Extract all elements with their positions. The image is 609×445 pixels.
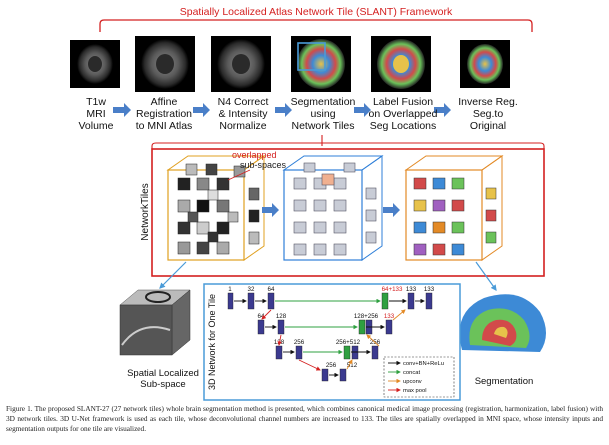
framework-bracket <box>99 19 533 32</box>
network-tiles-label: NetworkTiles <box>140 183 151 240</box>
tiles-connector <box>151 135 545 149</box>
tiles-arrow-2 <box>383 203 400 217</box>
step-6-line-2: Seg.to <box>473 108 504 120</box>
svg-text:512: 512 <box>347 362 358 369</box>
overlap-pointer <box>227 169 251 181</box>
svg-text:32: 32 <box>248 286 255 293</box>
segmentation-brain-image <box>459 294 546 352</box>
step-1-line-2: MRI <box>86 108 105 120</box>
subspace-label-2: Sub-space <box>140 379 185 390</box>
legend-maxpool: max pool <box>403 388 427 394</box>
step-4-line-2: using <box>310 108 335 120</box>
pipeline-labels: T1w MRI Volume Affine Registration to MN… <box>78 96 517 132</box>
intensity-tiles-cube <box>166 155 266 261</box>
legend-concat: concat <box>403 370 420 376</box>
arrow-1 <box>113 103 131 117</box>
tiles-arrow-1 <box>262 203 279 217</box>
step-2-line-3: to MNI Atlas <box>136 120 193 132</box>
step-6-line-1: Inverse Reg. <box>458 96 518 108</box>
step-4-line-3: Network Tiles <box>291 120 354 132</box>
svg-text:128: 128 <box>276 313 287 320</box>
figure-caption: Figure 1. The proposed SLANT-27 (27 netw… <box>6 404 603 433</box>
svg-text:64: 64 <box>258 313 265 320</box>
subspace-image <box>119 289 191 356</box>
step-1-line-1: T1w <box>86 96 106 108</box>
step-5-line-2: on Overlapped <box>369 108 438 120</box>
svg-text:256+512: 256+512 <box>336 339 361 346</box>
output-tiles-cube <box>404 155 504 261</box>
overlap-label-1: overlapped <box>232 150 277 160</box>
network-tiles-frame <box>151 148 545 277</box>
step-3-line-2: & Intensity <box>218 108 268 120</box>
svg-text:128+256: 128+256 <box>354 313 379 320</box>
arrow-2 <box>193 103 210 117</box>
svg-text:133: 133 <box>424 286 435 293</box>
unet-arrows <box>234 298 425 378</box>
pipeline-images <box>70 36 510 92</box>
legend-conv: conv+BN+ReLu <box>403 361 444 367</box>
step-1-line-3: Volume <box>78 120 113 132</box>
svg-text:64: 64 <box>268 286 275 293</box>
subspace-label-1: Spatial Localized <box>127 368 199 379</box>
svg-text:1: 1 <box>228 286 232 293</box>
network-box <box>203 283 461 401</box>
step-4-line-1: Segmentation <box>291 96 356 108</box>
channel-labels: 1 32 64 64+133 133 133 64 128 128+256 13… <box>228 286 434 369</box>
svg-text:133: 133 <box>406 286 417 293</box>
svg-text:64+133: 64+133 <box>382 286 403 293</box>
segmentation-label: Segmentation <box>475 376 534 387</box>
svg-text:256: 256 <box>294 339 305 346</box>
overlap-label-2: sub-spaces <box>240 160 287 170</box>
svg-text:256: 256 <box>326 362 337 369</box>
legend-upconv: upconv <box>403 379 422 385</box>
step-3-line-3: Normalize <box>219 120 266 132</box>
unet-legend: conv+BN+ReLu concat upconv max pool <box>383 356 455 398</box>
pipeline-arrows <box>113 103 451 117</box>
unet-concat-blocks <box>343 292 389 360</box>
arrow-4 <box>354 103 371 117</box>
step-5-line-1: Label Fusion <box>373 96 433 108</box>
arrow-5 <box>434 103 451 117</box>
step-5-line-3: Seg Locations <box>370 120 437 132</box>
framework-title: Spatially Localized Atlas Network Tile (… <box>180 6 453 18</box>
svg-text:133: 133 <box>384 313 395 320</box>
step-6-line-3: Original <box>470 120 506 132</box>
arrow-3 <box>275 103 292 117</box>
network-tiles-cube <box>282 155 384 261</box>
step-2-line-1: Affine <box>151 96 178 108</box>
segmentation-connector <box>475 261 497 291</box>
subspace-connector <box>159 261 187 289</box>
step-2-line-2: Registration <box>136 108 192 120</box>
step-3-line-1: N4 Correct <box>218 96 269 108</box>
network-label: 3D Network for One Tile <box>207 294 217 390</box>
